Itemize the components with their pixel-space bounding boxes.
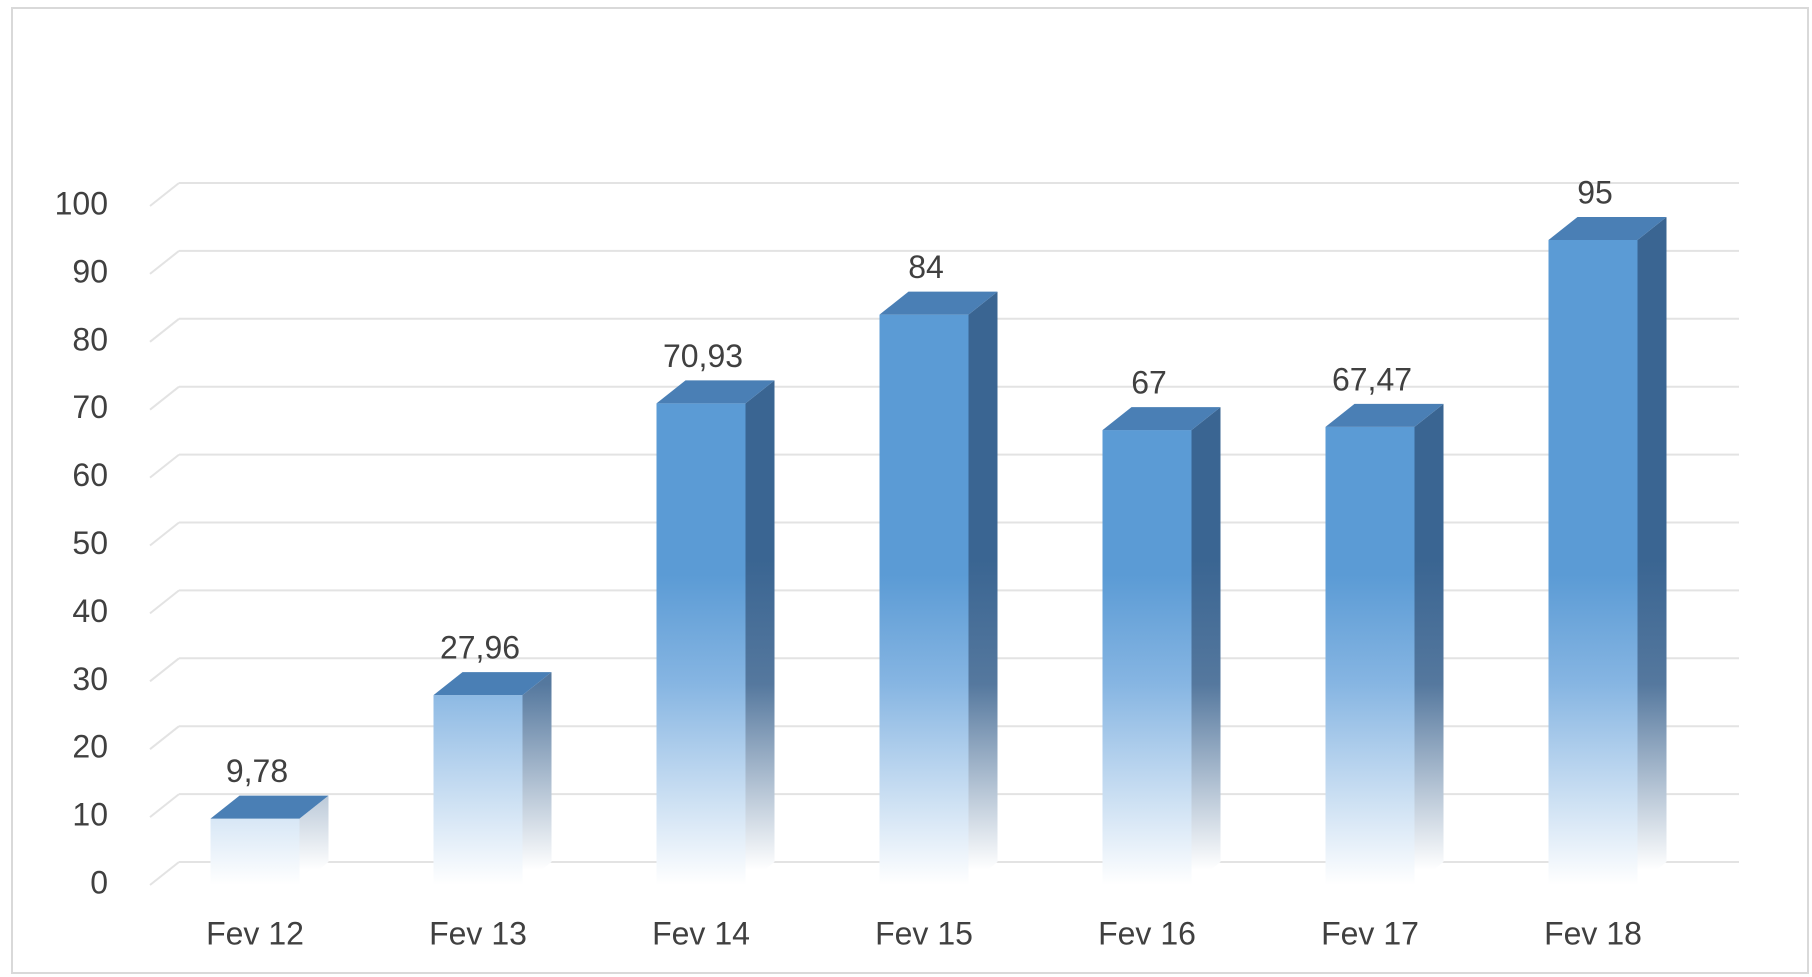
bar-top bbox=[1325, 403, 1444, 427]
value-label: 67 bbox=[1131, 365, 1167, 401]
bar-front bbox=[879, 314, 969, 885]
bar bbox=[656, 380, 775, 885]
value-label: 9,78 bbox=[226, 753, 288, 789]
bar bbox=[879, 291, 998, 885]
y-tick-label: 100 bbox=[55, 185, 108, 221]
x-tick-label: Fev 15 bbox=[875, 915, 973, 951]
bar bbox=[1325, 403, 1444, 885]
bar-front bbox=[1548, 239, 1638, 885]
x-tick-label: Fev 14 bbox=[652, 915, 750, 951]
y-tick-label: 40 bbox=[72, 593, 108, 629]
value-label: 84 bbox=[908, 249, 944, 285]
y-tick-label: 10 bbox=[72, 797, 108, 833]
bar-top bbox=[210, 795, 329, 819]
x-tick-label: Fev 18 bbox=[1544, 915, 1642, 951]
bar-top bbox=[433, 672, 552, 696]
grid-slant bbox=[149, 725, 180, 750]
bar-side bbox=[1414, 403, 1444, 885]
y-tick-label: 50 bbox=[72, 525, 108, 561]
x-tick-label: Fev 13 bbox=[429, 915, 527, 951]
grid-slant bbox=[149, 657, 180, 683]
grid-slant bbox=[149, 385, 180, 411]
bar-side bbox=[522, 672, 552, 885]
bar-top bbox=[1102, 407, 1221, 431]
bar-front bbox=[656, 403, 746, 885]
bar bbox=[1548, 216, 1667, 885]
bar-top bbox=[1548, 216, 1667, 240]
bar-front bbox=[433, 695, 523, 885]
grid-slant bbox=[149, 250, 180, 275]
bar-side bbox=[1191, 407, 1221, 885]
x-tick-label: Fev 16 bbox=[1098, 915, 1196, 951]
y-tick-label: 20 bbox=[72, 729, 108, 765]
bar-side bbox=[745, 380, 775, 885]
y-tick-label: 60 bbox=[72, 457, 108, 493]
value-label: 70,93 bbox=[663, 338, 743, 374]
y-tick-label: 80 bbox=[72, 321, 108, 357]
bar-top bbox=[879, 291, 998, 315]
grid-slant bbox=[149, 589, 180, 615]
bar bbox=[210, 795, 329, 885]
grid-slant bbox=[149, 521, 180, 547]
x-tick-label: Fev 17 bbox=[1321, 915, 1419, 951]
grid-slant bbox=[149, 318, 180, 343]
bar-front bbox=[1102, 430, 1192, 885]
y-tick-label: 90 bbox=[72, 253, 108, 289]
bar-side bbox=[1637, 216, 1667, 885]
bar-front bbox=[1325, 426, 1415, 885]
bar-top bbox=[656, 380, 775, 404]
y-tick-label: 70 bbox=[72, 389, 108, 425]
bar bbox=[1102, 407, 1221, 885]
x-tick-label: Fev 12 bbox=[206, 915, 304, 951]
grid-slant bbox=[149, 182, 180, 207]
bar-side bbox=[968, 291, 998, 885]
y-tick-label: 30 bbox=[72, 661, 108, 697]
grid-slant bbox=[149, 861, 180, 886]
value-label: 67,47 bbox=[1332, 361, 1412, 397]
value-label: 95 bbox=[1577, 174, 1613, 210]
bar-front bbox=[210, 818, 300, 885]
grid-slant bbox=[149, 793, 180, 818]
bar bbox=[433, 672, 552, 885]
grid-slant bbox=[149, 453, 180, 479]
y-tick-label: 0 bbox=[90, 864, 108, 900]
value-label: 27,96 bbox=[440, 630, 520, 666]
bar-side bbox=[299, 795, 329, 885]
